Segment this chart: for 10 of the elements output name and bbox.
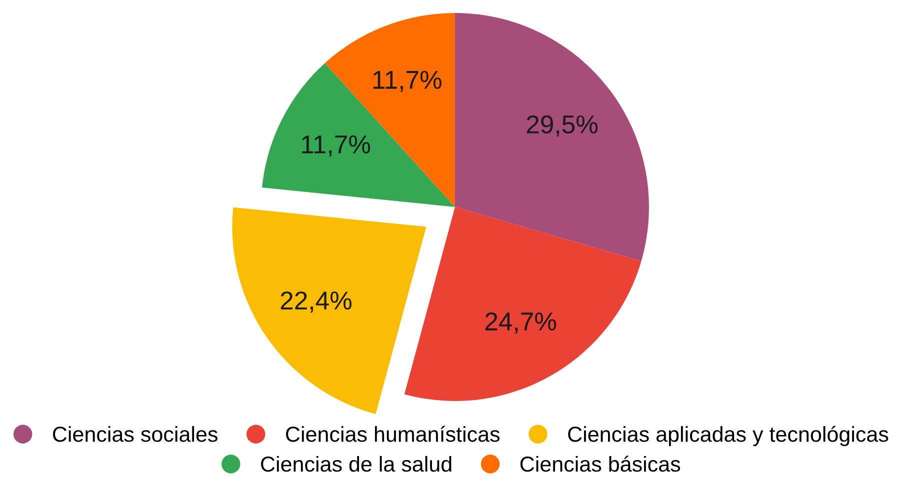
data-label: 22,4% — [280, 291, 352, 313]
legend-label: Ciencias básicas — [520, 456, 680, 472]
legend-label: Ciencias de la salud — [261, 456, 452, 472]
legend-label: Ciencias sociales — [52, 426, 218, 442]
data-label: 29,5% — [526, 115, 598, 137]
legend-label: Ciencias aplicadas y tecnológicas — [568, 426, 888, 446]
legend-label: Ciencias humanísticas — [286, 426, 500, 442]
data-label: 24,7% — [485, 312, 556, 334]
data-label: 11,7% — [373, 70, 442, 92]
data-label: 11,7% — [302, 135, 370, 157]
